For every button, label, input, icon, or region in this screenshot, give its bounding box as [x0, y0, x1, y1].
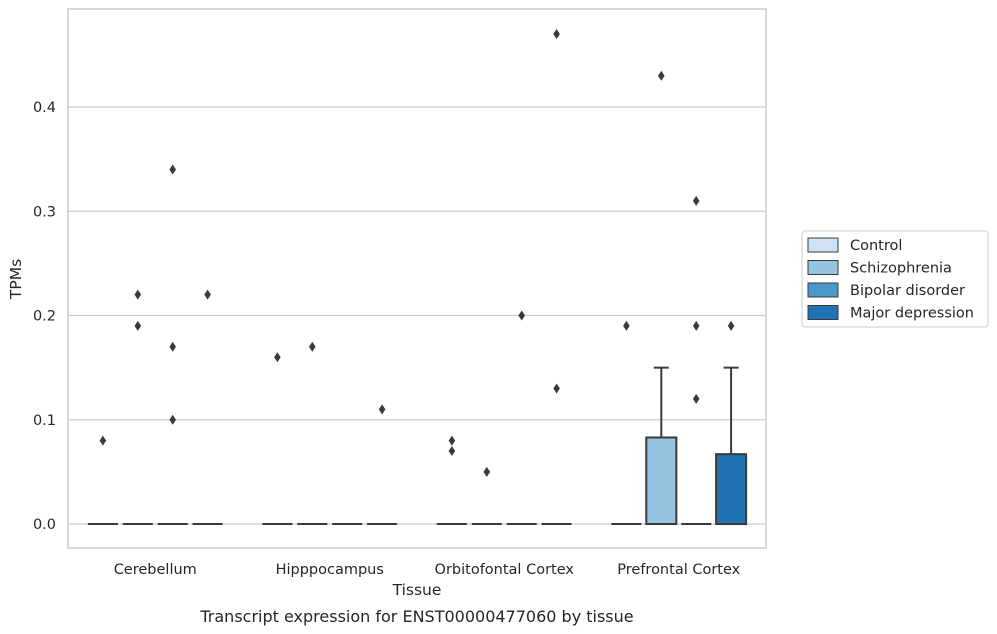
y-tick-label: 0.0: [33, 517, 56, 533]
outlier-point: [658, 70, 665, 81]
y-tick-label: 0.3: [33, 204, 56, 220]
outlier-point: [727, 320, 735, 331]
box-body: [645, 436, 678, 526]
x-tick-label: Cerebellum: [114, 562, 197, 578]
legend-swatch: [807, 260, 839, 275]
legend-frame: [801, 230, 989, 328]
plot-area-frame: [67, 8, 767, 549]
chart-caption: Transcript expression for ENST0000047706…: [199, 607, 633, 626]
legend: Control Schizophrenia Bipolar disorder Majo…: [801, 230, 989, 328]
outlier-point: [553, 383, 560, 394]
y-tick-labels: 0.0 0.1 0.2 0.3 0.4: [33, 100, 56, 533]
outlier-point: [274, 352, 281, 363]
outlier-point: [448, 446, 456, 457]
outlier-point: [623, 320, 630, 331]
boxes: [87, 366, 748, 526]
outlier-point: [483, 466, 491, 477]
outlier-point: [692, 393, 700, 404]
outlier-point: [134, 289, 142, 300]
x-tick-label: Hipppocampus: [276, 562, 384, 578]
x-tick-labels: Cerebellum Hipppocampus Orbitofontal Corte…: [114, 562, 741, 578]
outlier-point: [692, 195, 700, 206]
x-tick-label: Orbitofontal Cortex: [435, 562, 575, 578]
outlier-point: [692, 320, 700, 331]
outlier-point: [448, 435, 456, 446]
y-axis-title: TPMs: [7, 259, 25, 300]
legend-label: Control: [850, 238, 902, 254]
outlier-point: [204, 289, 211, 300]
outlier-point: [553, 29, 560, 40]
legend-swatch: [807, 282, 839, 298]
legend-label: Major depression: [850, 306, 974, 322]
legend-swatch: [807, 305, 839, 320]
outlier-point: [169, 414, 176, 425]
legend-swatch: [807, 237, 839, 253]
outlier-point: [99, 435, 107, 446]
outlier-point: [518, 310, 525, 321]
x-tick-label: Prefrontal Cortex: [617, 562, 740, 578]
box-body: [715, 453, 748, 526]
outlier-point: [134, 320, 142, 331]
x-axis-title: Tissue: [392, 581, 442, 599]
outliers: [99, 29, 735, 477]
legend-label: Schizophrenia: [850, 261, 952, 277]
outlier-point: [309, 341, 316, 352]
y-tick-label: 0.4: [33, 100, 56, 116]
outlier-point: [378, 404, 386, 415]
legend-entries: Control Schizophrenia Bipolar disorder Majo…: [807, 237, 974, 322]
y-tick-label: 0.1: [33, 413, 56, 429]
y-tick-label: 0.2: [33, 309, 56, 325]
legend-label: Bipolar disorder: [850, 283, 965, 299]
outlier-point: [169, 164, 176, 175]
box-schizophrenia: [645, 366, 678, 526]
outlier-point: [169, 341, 176, 352]
box-major-depression: [715, 366, 748, 526]
